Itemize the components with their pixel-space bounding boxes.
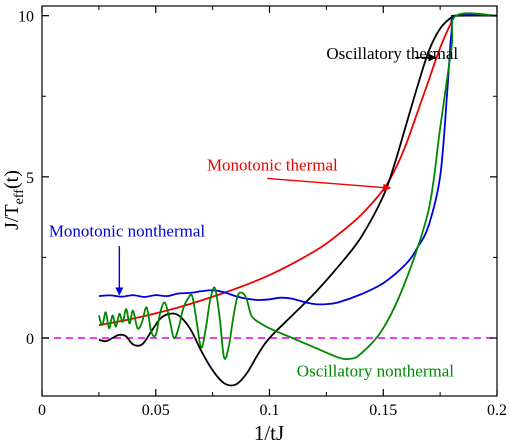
x-tick-label: 0.05 (142, 402, 170, 419)
y-tick-label: 5 (26, 170, 34, 187)
annotation-arrow-monotonic-thermal (267, 177, 392, 192)
annotation-monotonic-nonthermal: Monotonic nonthermal (49, 221, 206, 240)
x-tick-label: 0.1 (260, 402, 280, 419)
y-tick-label: 10 (18, 9, 34, 26)
x-axis-label: 1/tJ (254, 421, 284, 445)
series-line-monotonic-nonthermal (98, 13, 497, 306)
annotation-oscillatory-thermal: Oscillatory thermal (326, 44, 458, 63)
annotation-oscillatory-nonthermal: Oscillatory nonthermal (297, 362, 454, 381)
series-line-oscillatory-thermal (98, 14, 497, 387)
series-layer (98, 12, 497, 387)
x-tick-label: 0 (38, 402, 46, 419)
y-axis-label-tail: (t) (1, 170, 23, 189)
annotation-monotonic-thermal: Monotonic thermal (207, 155, 338, 174)
x-tick-label: 0.2 (487, 402, 507, 419)
y-axis-label-subscript: eff (12, 189, 27, 205)
x-tick-label: 0.15 (369, 402, 397, 419)
annotation-layer: Oscillatory thermal Monotonic thermal Mono… (49, 44, 459, 380)
y-tick-label: 0 (26, 331, 34, 348)
axis-layer: 0 0.05 0.1 0.15 0.2 0 5 10 (18, 6, 507, 419)
y-axis-label: J/Teff(t) (1, 170, 27, 230)
series-line-oscillatory-nonthermal (98, 12, 497, 361)
y-axis-label-main: J/T (1, 204, 23, 230)
